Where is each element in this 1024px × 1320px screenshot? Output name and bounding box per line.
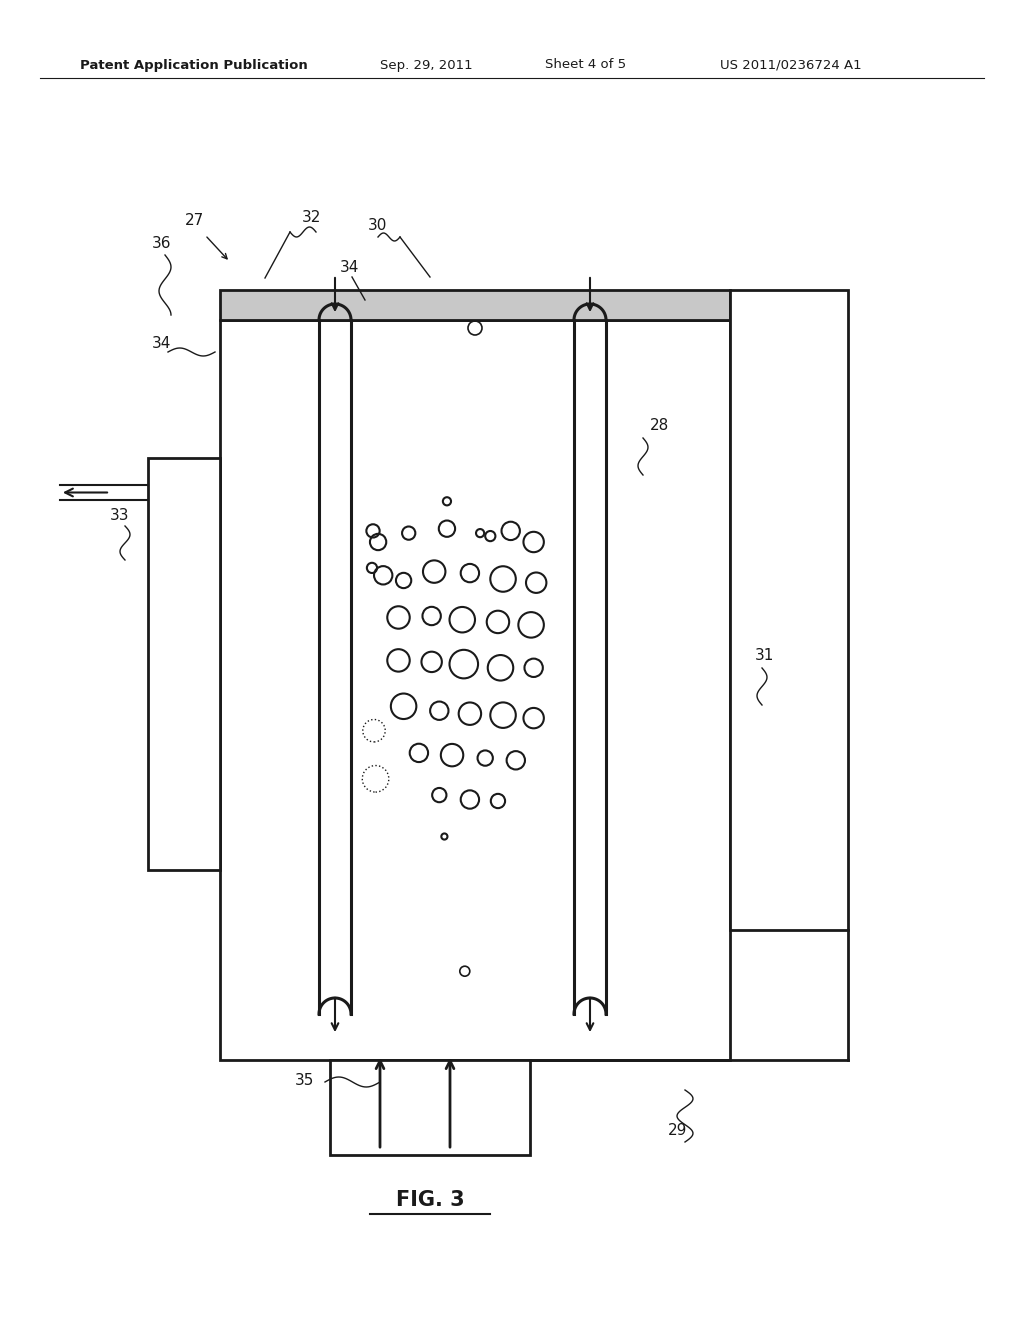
Bar <box>730 290 848 931</box>
Text: 32: 32 <box>302 210 322 224</box>
Text: 27: 27 <box>185 213 204 228</box>
Text: Sheet 4 of 5: Sheet 4 of 5 <box>545 58 626 71</box>
Text: 28: 28 <box>650 418 670 433</box>
Bar <box>330 1060 530 1155</box>
Text: 30: 30 <box>368 218 387 234</box>
Text: 33: 33 <box>110 508 129 523</box>
Bar <box>148 458 220 870</box>
Text: 31: 31 <box>755 648 774 663</box>
Text: FIG. 3: FIG. 3 <box>395 1191 464 1210</box>
Text: 36: 36 <box>152 236 171 251</box>
Text: Patent Application Publication: Patent Application Publication <box>80 58 308 71</box>
Text: 34: 34 <box>340 260 359 275</box>
Bar <box>220 319 730 1060</box>
Text: Sep. 29, 2011: Sep. 29, 2011 <box>380 58 473 71</box>
Text: 35: 35 <box>295 1073 314 1088</box>
Bar <box>220 290 730 319</box>
Text: 29: 29 <box>668 1123 687 1138</box>
Text: 34: 34 <box>152 337 171 351</box>
Text: US 2011/0236724 A1: US 2011/0236724 A1 <box>720 58 861 71</box>
